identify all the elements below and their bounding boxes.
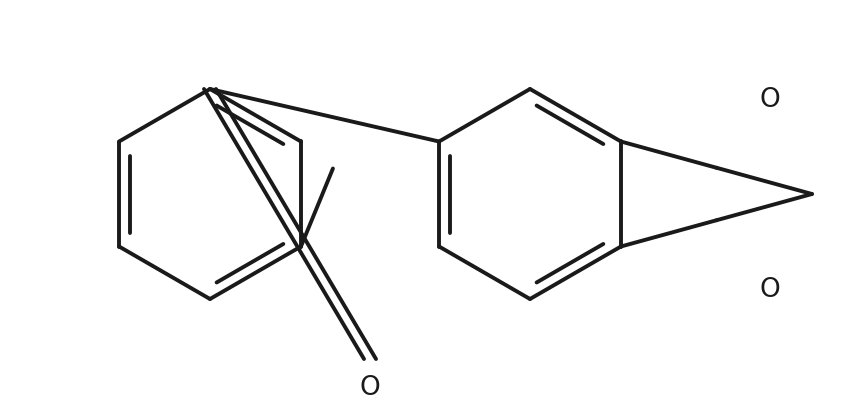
Text: O: O xyxy=(759,87,780,113)
Text: O: O xyxy=(759,276,780,302)
Text: O: O xyxy=(359,374,380,400)
